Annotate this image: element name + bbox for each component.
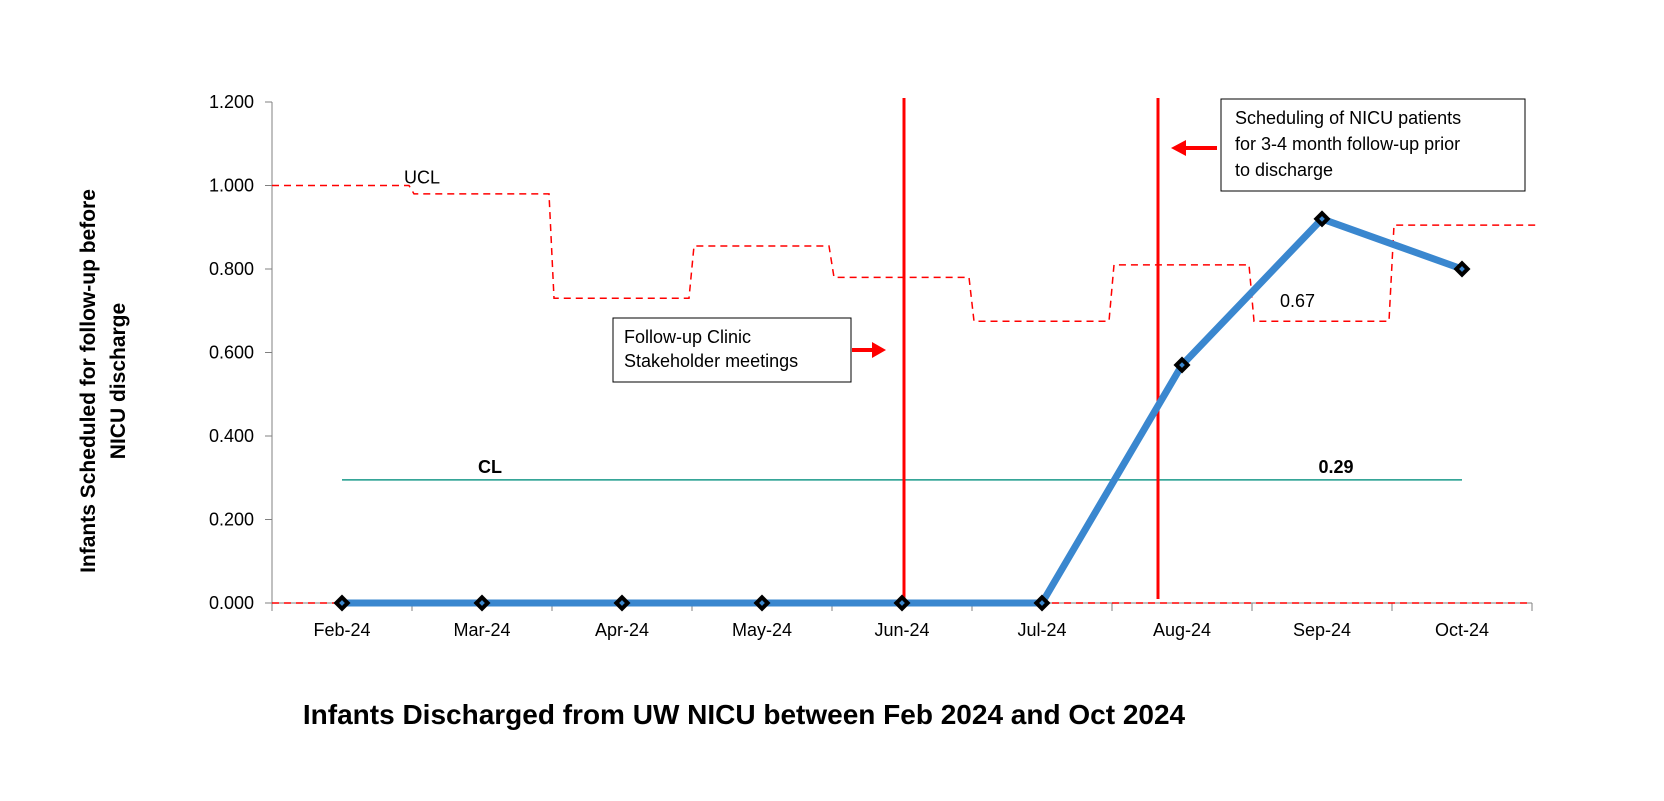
center-line-value: 0.29 [1318, 457, 1353, 477]
y-tick-label: 0.800 [209, 259, 254, 279]
x-tick-label: Sep-24 [1293, 620, 1351, 640]
series-line [342, 215, 1464, 607]
x-tick-label: Aug-24 [1153, 620, 1211, 640]
y-tick-label: 1.200 [209, 92, 254, 112]
ucl-layer: UCL 0.67 [272, 168, 1540, 604]
x-tick-label: Feb-24 [313, 620, 370, 640]
annotation-text-stakeholder: Stakeholder meetings [624, 351, 798, 371]
data-point-center [899, 600, 905, 606]
data-point-center [1039, 600, 1045, 606]
annotation-box-scheduling [1220, 98, 1526, 192]
data-point-center [479, 600, 485, 606]
ucl-label: UCL [404, 168, 440, 188]
series-layer [333, 210, 1471, 612]
ucl-value-label: 0.67 [1280, 291, 1315, 311]
y-tick-label: 0.000 [209, 593, 254, 613]
data-point-center [759, 600, 765, 606]
y-tick-label: 0.400 [209, 426, 254, 446]
cl-layer: CL 0.29 [342, 457, 1462, 481]
axes-layer: 0.000 0.200 0.400 0.600 0.800 1.000 1.200 Feb-2… [209, 92, 1533, 640]
x-tick-label: Jun-24 [874, 620, 929, 640]
y-axis-title-line-1: Infants Scheduled for follow-up before [77, 189, 100, 573]
data-point-center [619, 600, 625, 606]
x-tick-label: Apr-24 [595, 620, 649, 640]
annotation-text-scheduling: for 3-4 month follow-up prior [1235, 134, 1460, 154]
x-tick-label: Mar-24 [453, 620, 510, 640]
x-axis-title: Infants Discharged from UW NICU between … [303, 699, 1186, 730]
data-point-center [1459, 266, 1465, 272]
y-tick-label: 0.600 [209, 343, 254, 363]
center-line-label: CL [478, 457, 502, 477]
data-point-center [1179, 362, 1185, 368]
arrow-left-icon [1171, 140, 1186, 156]
annotation-text-stakeholder: Follow-up Clinic [624, 327, 751, 347]
y-axis-title-line-2: NICU discharge [107, 303, 130, 459]
data-point-center [339, 600, 345, 606]
data-point-center [1319, 216, 1325, 222]
y-tick-label: 0.200 [209, 510, 254, 530]
annotation-text-scheduling: Scheduling of NICU patients [1235, 108, 1461, 128]
annotation-text-scheduling: to discharge [1235, 160, 1333, 180]
x-tick-label: Oct-24 [1435, 620, 1489, 640]
intervention-layer [902, 98, 1160, 599]
x-tick-label: May-24 [732, 620, 792, 640]
x-tick-label: Jul-24 [1017, 620, 1066, 640]
ucl-line [272, 184, 1540, 322]
arrow-right-icon [872, 342, 886, 358]
annotation-box-stakeholder [612, 317, 852, 383]
annotation-layer: Follow-up Clinic Stakeholder meetings Sche… [612, 98, 1526, 383]
y-tick-label: 1.000 [209, 176, 254, 196]
